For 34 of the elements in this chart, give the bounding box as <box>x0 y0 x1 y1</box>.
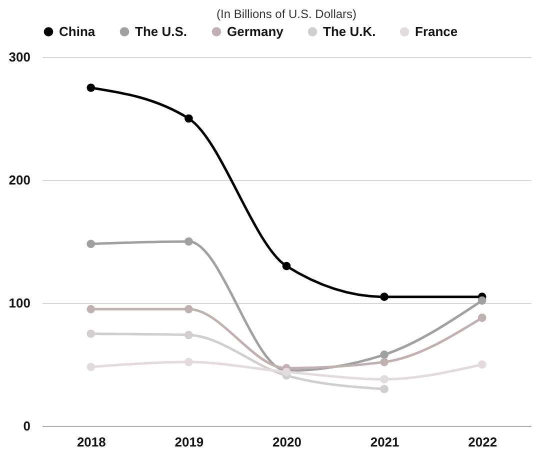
point <box>184 114 193 123</box>
x-tick-label: 2018 <box>76 434 106 450</box>
point <box>184 330 193 340</box>
point <box>184 237 193 246</box>
x-tick-label: 2019 <box>174 434 204 450</box>
point <box>86 330 96 338</box>
x-tick-label: 2022 <box>468 434 498 450</box>
point <box>86 362 96 372</box>
y-tick-label: 0 <box>23 418 30 434</box>
point <box>380 375 388 384</box>
point <box>86 304 96 314</box>
y-tick-label: 200 <box>8 172 30 188</box>
point <box>478 296 486 305</box>
legend-label: France <box>415 24 458 39</box>
chart-title: (In Billions of U.S. Dollars) <box>216 7 357 21</box>
point <box>380 292 388 302</box>
point <box>282 262 291 270</box>
point <box>380 350 388 359</box>
legend-label: Germany <box>227 24 284 39</box>
point <box>184 304 193 314</box>
point <box>478 314 486 322</box>
y-tick-label: 100 <box>8 296 30 310</box>
legend-label: The U.K. <box>323 24 376 39</box>
y-tick-label: 300 <box>8 50 30 64</box>
point <box>380 384 388 394</box>
point <box>478 360 486 369</box>
legend-label: China <box>59 24 96 39</box>
x-tick-label: 2021 <box>370 434 400 450</box>
legend-label: The U.S. <box>135 24 188 39</box>
x-tick-label: 2020 <box>272 434 302 450</box>
point <box>380 358 388 366</box>
point <box>86 84 96 92</box>
point <box>184 358 193 366</box>
point <box>86 240 96 248</box>
